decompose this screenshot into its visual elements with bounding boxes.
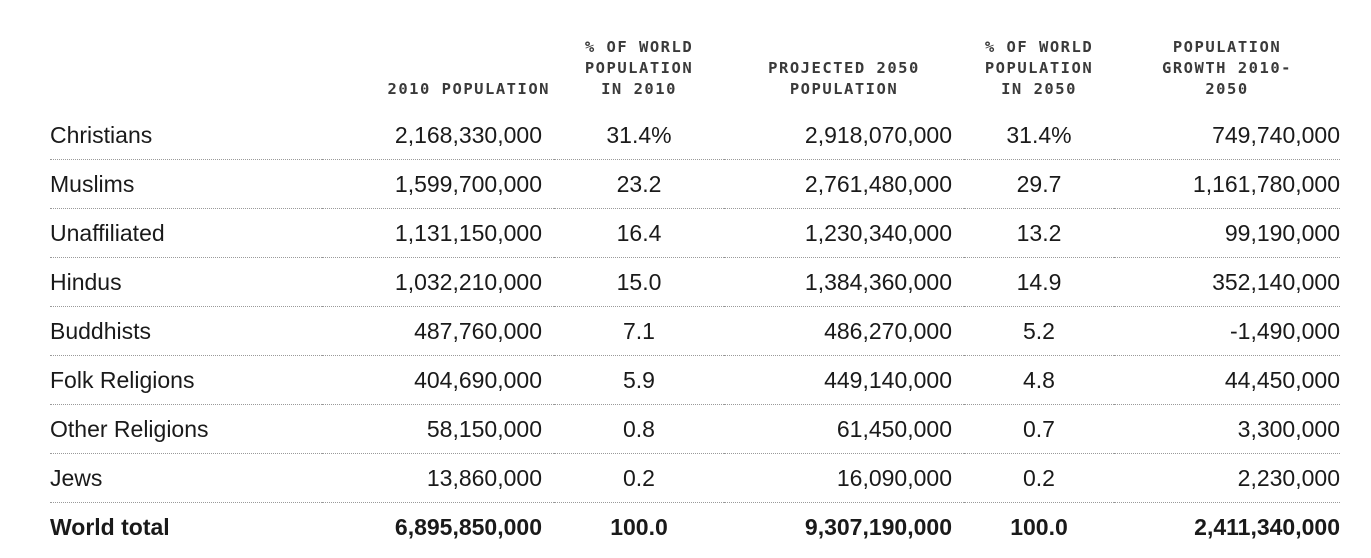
header-population-growth-line-1: POPULATION (1172, 38, 1282, 56)
cell-2050-population: 16,090,000 (724, 453, 964, 503)
cell-pct-2050: 14.9 (964, 257, 1114, 307)
total-pct-2050: 100.0 (1010, 514, 1068, 540)
total-row: World total 6,895,850,000 100.0 9,307,19… (50, 503, 1340, 552)
cell-2010-population: 58,150,000 (322, 404, 554, 454)
row-label: Folk Religions (50, 355, 322, 405)
header-pct-world-2050-line-1: % OF WORLD (984, 38, 1094, 56)
cell-2050-population: 2,918,070,000 (724, 111, 964, 160)
header-2010-population: 2010 POPULATION (322, 0, 554, 111)
cell-growth: 3,300,000 (1114, 404, 1340, 454)
cell-pct-2050: 13.2 (964, 208, 1114, 258)
header-projected-2050-population: PROJECTED 2050 POPULATION (724, 0, 964, 111)
header-projected-2050-line-1: PROJECTED 2050 (768, 59, 920, 77)
cell-pct-2050: 4.8 (964, 355, 1114, 405)
row-label: Muslims (50, 159, 322, 209)
header-population-growth-line-2: GROWTH 2010- (1162, 59, 1292, 77)
table-row: Buddhists 487,760,000 7.1 486,270,000 5.… (50, 306, 1340, 356)
cell-2010-population: 404,690,000 (322, 355, 554, 405)
table-header: 2010 POPULATION % OF WORLD POPULATION IN… (50, 0, 1340, 111)
row-label: Jews (50, 453, 322, 503)
cell-2010-population: 1,131,150,000 (322, 208, 554, 258)
header-pct-world-2010-line-3: IN 2010 (601, 80, 677, 98)
cell-pct-2010: 23.2 (554, 159, 724, 209)
cell-pct-2050: 31.4% (964, 111, 1114, 160)
total-label: World total (50, 514, 170, 540)
row-label: Buddhists (50, 306, 322, 356)
cell-pct-2050: 29.7 (964, 159, 1114, 209)
cell-pct-2010: 5.9 (554, 355, 724, 405)
cell-growth: 352,140,000 (1114, 257, 1340, 307)
row-label: Unaffiliated (50, 208, 322, 258)
cell-pct-2010: 16.4 (554, 208, 724, 258)
cell-pct-2010: 7.1 (554, 306, 724, 356)
cell-2050-population: 1,230,340,000 (724, 208, 964, 258)
total-2010-population: 6,895,850,000 (394, 514, 542, 540)
cell-growth: 2,230,000 (1114, 453, 1340, 503)
row-label: Hindus (50, 257, 322, 307)
cell-2010-population: 487,760,000 (322, 306, 554, 356)
header-row: 2010 POPULATION % OF WORLD POPULATION IN… (50, 0, 1340, 111)
table-row: Hindus 1,032,210,000 15.0 1,384,360,000 … (50, 257, 1340, 307)
header-pct-world-2010-line-1: % OF WORLD (584, 38, 694, 56)
table-row: Folk Religions 404,690,000 5.9 449,140,0… (50, 355, 1340, 405)
row-label: Other Religions (50, 404, 322, 454)
table-row: Jews 13,860,000 0.2 16,090,000 0.2 2,230… (50, 453, 1340, 503)
cell-growth: 749,740,000 (1114, 111, 1340, 160)
cell-2050-population: 61,450,000 (724, 404, 964, 454)
cell-2010-population: 1,599,700,000 (322, 159, 554, 209)
header-population-growth: POPULATION GROWTH 2010- 2050 (1114, 0, 1340, 111)
cell-2050-population: 2,761,480,000 (724, 159, 964, 209)
header-pct-world-2010-line-2: POPULATION (584, 59, 694, 77)
cell-growth: -1,490,000 (1114, 306, 1340, 356)
cell-pct-2050: 0.7 (964, 404, 1114, 454)
cell-2010-population: 13,860,000 (322, 453, 554, 503)
cell-pct-2010: 15.0 (554, 257, 724, 307)
cell-pct-2010: 31.4% (554, 111, 724, 160)
total-growth: 2,411,340,000 (1194, 514, 1340, 540)
header-pct-world-2050-line-2: POPULATION (984, 59, 1094, 77)
cell-growth: 99,190,000 (1114, 208, 1340, 258)
cell-2050-population: 449,140,000 (724, 355, 964, 405)
header-2010-population-line-1: 2010 POPULATION (387, 80, 550, 98)
cell-2010-population: 1,032,210,000 (322, 257, 554, 307)
cell-pct-2050: 0.2 (964, 453, 1114, 503)
cell-pct-2050: 5.2 (964, 306, 1114, 356)
cell-pct-2010: 0.2 (554, 453, 724, 503)
cell-growth: 1,161,780,000 (1114, 159, 1340, 209)
cell-2050-population: 486,270,000 (724, 306, 964, 356)
header-pct-world-2010: % OF WORLD POPULATION IN 2010 (554, 0, 724, 111)
table-body: Christians 2,168,330,000 31.4% 2,918,070… (50, 111, 1340, 551)
table-row: Christians 2,168,330,000 31.4% 2,918,070… (50, 111, 1340, 160)
total-pct-2010: 100.0 (610, 514, 668, 540)
header-pct-world-2050: % OF WORLD POPULATION IN 2050 (964, 0, 1114, 111)
table-row: Unaffiliated 1,131,150,000 16.4 1,230,34… (50, 208, 1340, 258)
total-2050-population: 9,307,190,000 (804, 514, 952, 540)
cell-pct-2010: 0.8 (554, 404, 724, 454)
row-label: Christians (50, 111, 322, 160)
header-religion (50, 0, 322, 111)
religion-population-table-container: 2010 POPULATION % OF WORLD POPULATION IN… (50, 0, 1340, 558)
header-projected-2050-line-2: POPULATION (789, 80, 899, 98)
table-row: Muslims 1,599,700,000 23.2 2,761,480,000… (50, 159, 1340, 209)
cell-growth: 44,450,000 (1114, 355, 1340, 405)
header-population-growth-line-3: 2050 (1205, 80, 1249, 98)
table-row: Other Religions 58,150,000 0.8 61,450,00… (50, 404, 1340, 454)
cell-2050-population: 1,384,360,000 (724, 257, 964, 307)
header-pct-world-2050-line-3: IN 2050 (1001, 80, 1077, 98)
cell-2010-population: 2,168,330,000 (322, 111, 554, 160)
religion-population-table: 2010 POPULATION % OF WORLD POPULATION IN… (50, 0, 1340, 551)
